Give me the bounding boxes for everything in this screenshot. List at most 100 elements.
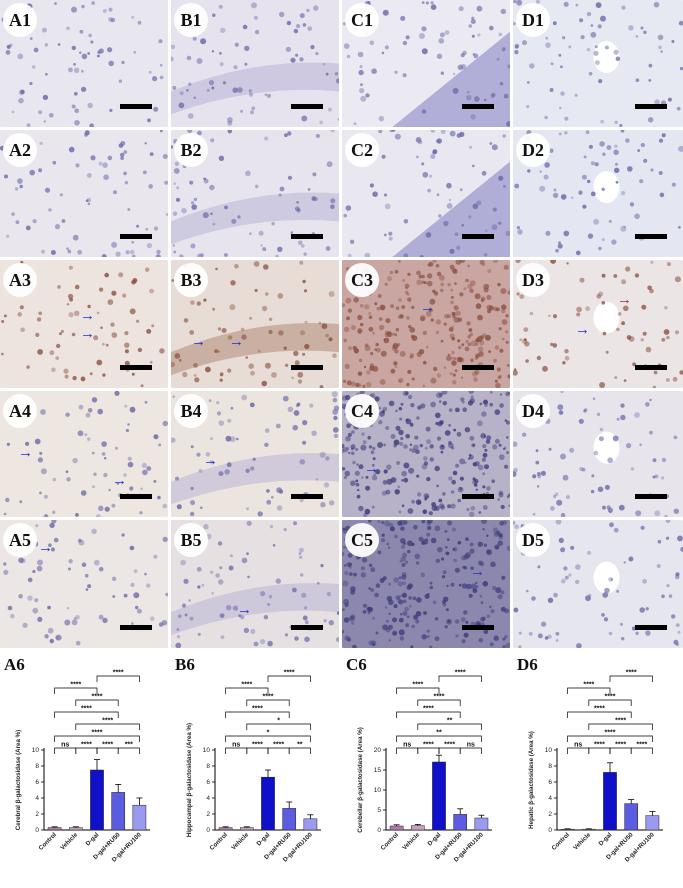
arrow-marker-icon: → bbox=[575, 321, 590, 338]
significance-label: *** bbox=[125, 742, 133, 749]
significance-label: **** bbox=[615, 742, 626, 749]
scale-bar bbox=[462, 365, 494, 370]
panel-label: C1 bbox=[345, 3, 379, 37]
bar-chart: D6 Hepatic β-galactosidase (Area %) 0 2 4 6 8 1… bbox=[517, 655, 663, 864]
significance-label: **** bbox=[412, 682, 423, 689]
micrograph-panel: D5 bbox=[513, 520, 683, 648]
y-tick-label: 6 bbox=[548, 779, 552, 786]
micrograph-panel: D4 bbox=[513, 391, 683, 517]
significance-label: **** bbox=[594, 706, 605, 713]
significance-bracket bbox=[267, 747, 290, 754]
significance-bracket bbox=[588, 747, 611, 754]
bar bbox=[474, 817, 489, 831]
significance-bracket bbox=[75, 699, 119, 706]
tissue-texture bbox=[513, 0, 683, 127]
significance-bracket bbox=[567, 711, 632, 718]
category-label: Vehicle bbox=[59, 831, 79, 851]
bar bbox=[90, 769, 104, 831]
scale-bar bbox=[120, 234, 152, 239]
bar bbox=[47, 827, 62, 831]
category-label: Control bbox=[551, 831, 572, 852]
y-tick-label: 8 bbox=[206, 763, 210, 770]
bar bbox=[432, 761, 446, 831]
scale-bar bbox=[462, 104, 494, 109]
y-tick-label: 20 bbox=[374, 747, 382, 754]
y-axis-label: Cerebellar β-galactosidase (Area %) bbox=[357, 727, 364, 833]
significance-label: **** bbox=[444, 742, 455, 749]
bar bbox=[132, 804, 147, 831]
bar bbox=[282, 808, 297, 831]
significance-bracket bbox=[54, 711, 119, 718]
category-label: Vehicle bbox=[572, 831, 592, 851]
panel-label: D1 bbox=[516, 3, 550, 37]
bar bbox=[560, 828, 575, 831]
significance-bracket bbox=[54, 687, 98, 694]
significance-bracket bbox=[567, 687, 611, 694]
significance-label: ns bbox=[467, 742, 475, 749]
category-label: Control bbox=[209, 831, 230, 852]
significance-bracket bbox=[396, 711, 461, 718]
scale-bar bbox=[291, 365, 323, 370]
significance-label: **** bbox=[92, 694, 103, 701]
scale-bar bbox=[462, 494, 494, 499]
scale-bar bbox=[291, 104, 323, 109]
significance-bracket bbox=[567, 747, 590, 754]
category-label: D-gal bbox=[256, 831, 272, 847]
significance-bracket bbox=[225, 711, 290, 718]
micrograph-panel: B2 bbox=[171, 130, 339, 257]
micrograph-panel: A1 bbox=[0, 0, 168, 127]
bar bbox=[581, 828, 596, 831]
panel-label: C4 bbox=[345, 394, 379, 428]
scale-bar bbox=[635, 625, 667, 630]
arrow-marker-icon: → bbox=[470, 563, 485, 580]
tissue-texture bbox=[0, 130, 168, 257]
significance-label: **** bbox=[615, 718, 626, 725]
scale-bar bbox=[635, 365, 667, 370]
bar bbox=[68, 827, 83, 831]
significance-label: **** bbox=[605, 694, 616, 701]
scale-bar bbox=[635, 234, 667, 239]
significance-bracket bbox=[630, 747, 653, 754]
panel-label: A5 bbox=[3, 523, 37, 557]
panel-label: D3 bbox=[516, 263, 550, 297]
significance-bracket bbox=[459, 747, 482, 754]
bar bbox=[389, 825, 404, 831]
y-tick-label: 4 bbox=[206, 795, 210, 802]
significance-bracket bbox=[225, 687, 269, 694]
chart-panel-label: A6 bbox=[4, 655, 25, 674]
y-tick-label: 15 bbox=[374, 767, 382, 774]
y-tick-label: 2 bbox=[206, 811, 210, 818]
arrow-marker-icon: → bbox=[112, 472, 127, 489]
chart-panel-label: C6 bbox=[346, 655, 367, 674]
tissue-texture bbox=[171, 260, 339, 388]
bar bbox=[111, 792, 126, 831]
significance-bracket bbox=[396, 735, 482, 742]
significance-label: ns bbox=[574, 742, 582, 749]
panel-label: A3 bbox=[3, 263, 37, 297]
significance-label: **** bbox=[263, 694, 274, 701]
bar-chart: A6 Cerebral β-galactosidase (Area %) 0 2 4 6 8… bbox=[4, 655, 150, 864]
micrograph-panel: B4 → bbox=[171, 391, 339, 517]
bar bbox=[261, 776, 275, 831]
scale-bar bbox=[120, 104, 152, 109]
scale-bar bbox=[291, 234, 323, 239]
arrow-marker-icon: → bbox=[617, 291, 632, 308]
y-tick-label: 8 bbox=[548, 763, 552, 770]
y-tick-label: 4 bbox=[35, 795, 39, 802]
significance-label: **** bbox=[626, 670, 637, 677]
bar-chart: C6 Cerebellar β-galactosidase (Area %) 0 5 1… bbox=[346, 655, 492, 864]
significance-bracket bbox=[609, 675, 653, 682]
significance-label: **** bbox=[241, 682, 252, 689]
category-label: D-gal bbox=[427, 831, 443, 847]
significance-label: ns bbox=[403, 742, 411, 749]
significance-bracket bbox=[417, 723, 482, 730]
panel-label: C2 bbox=[345, 133, 379, 167]
arrow-marker-icon: → bbox=[18, 444, 33, 461]
significance-bracket bbox=[438, 675, 482, 682]
significance-bracket bbox=[246, 699, 290, 706]
y-tick-label: 10 bbox=[545, 747, 553, 754]
significance-label: **** bbox=[102, 718, 113, 725]
y-tick-label: 5 bbox=[377, 807, 381, 814]
significance-bracket bbox=[96, 747, 119, 754]
panel-label: C3 bbox=[345, 263, 379, 297]
